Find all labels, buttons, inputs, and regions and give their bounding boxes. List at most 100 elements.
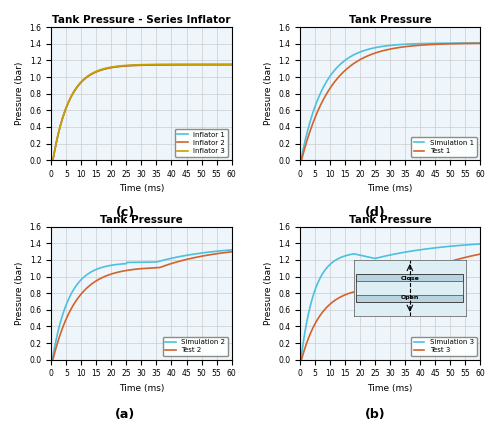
Simulation 3: [477, 241, 483, 246]
Test 1: [297, 158, 303, 163]
Inflator 1: [120, 63, 126, 68]
Line: Simulation 1: Simulation 1: [300, 43, 480, 160]
Test 3: [428, 266, 434, 271]
Test 2: [178, 258, 184, 263]
Inflator 2: [228, 62, 234, 67]
Legend: Simulation 3, Test 3: Simulation 3, Test 3: [411, 337, 476, 356]
Simulation 2: [107, 263, 113, 268]
Test 1: [318, 100, 324, 105]
Test 2: [162, 263, 168, 268]
Test 1: [477, 41, 483, 46]
Title: Tank Pressure: Tank Pressure: [348, 15, 432, 25]
Title: Tank Pressure: Tank Pressure: [348, 215, 432, 224]
Simulation 3: [428, 246, 434, 251]
Inflator 3: [48, 158, 54, 163]
Simulation 1: [410, 41, 416, 46]
Test 2: [180, 258, 186, 263]
Inflator 2: [120, 64, 126, 69]
Test 1: [427, 42, 433, 47]
Legend: Inflator 1, Inflator 2, Inflator 3: Inflator 1, Inflator 2, Inflator 3: [174, 129, 228, 157]
Simulation 1: [297, 158, 303, 163]
X-axis label: Time (ms): Time (ms): [119, 384, 164, 393]
Inflator 1: [162, 62, 168, 67]
Simulation 2: [228, 247, 234, 252]
Simulation 1: [368, 46, 374, 51]
Inflator 2: [107, 65, 113, 71]
Inflator 1: [178, 62, 184, 67]
Simulation 1: [356, 50, 362, 55]
Test 1: [428, 42, 434, 47]
X-axis label: Time (ms): Time (ms): [368, 184, 412, 193]
Y-axis label: Pressure (bar): Pressure (bar): [15, 62, 24, 125]
Text: (d): (d): [364, 206, 386, 219]
Line: Simulation 2: Simulation 2: [52, 250, 232, 360]
Test 2: [70, 303, 76, 308]
Simulation 2: [70, 288, 76, 293]
Test 3: [318, 311, 324, 316]
Simulation 3: [368, 255, 374, 260]
Inflator 1: [70, 91, 76, 96]
Line: Inflator 1: Inflator 1: [52, 65, 232, 160]
Inflator 3: [107, 65, 113, 70]
X-axis label: Time (ms): Time (ms): [119, 184, 164, 193]
Test 3: [410, 273, 416, 278]
Line: Simulation 3: Simulation 3: [300, 244, 480, 360]
Text: (c): (c): [116, 206, 134, 219]
Simulation 1: [427, 41, 433, 46]
Inflator 3: [180, 62, 186, 67]
Text: (b): (b): [364, 408, 386, 421]
Simulation 3: [410, 248, 416, 253]
Text: (a): (a): [115, 408, 135, 421]
Simulation 3: [356, 252, 362, 258]
Test 3: [477, 252, 483, 257]
Test 3: [297, 357, 303, 362]
X-axis label: Time (ms): Time (ms): [368, 384, 412, 393]
Inflator 3: [228, 62, 234, 67]
Line: Test 2: Test 2: [52, 252, 232, 360]
Inflator 1: [228, 62, 234, 67]
Test 2: [228, 249, 234, 254]
Simulation 1: [428, 41, 434, 46]
Line: Inflator 2: Inflator 2: [52, 65, 232, 160]
Simulation 1: [477, 40, 483, 45]
Test 2: [107, 272, 113, 277]
Inflator 2: [162, 62, 168, 68]
Test 3: [427, 266, 433, 271]
Y-axis label: Pressure (bar): Pressure (bar): [264, 62, 272, 125]
Simulation 2: [178, 254, 184, 259]
Y-axis label: Pressure (bar): Pressure (bar): [264, 261, 272, 325]
Y-axis label: Pressure (bar): Pressure (bar): [15, 261, 24, 325]
Test 1: [410, 43, 416, 48]
Legend: Simulation 2, Test 2: Simulation 2, Test 2: [162, 337, 228, 356]
Simulation 2: [120, 261, 126, 266]
Inflator 3: [162, 62, 168, 67]
Simulation 3: [318, 273, 324, 278]
Inflator 2: [48, 158, 54, 163]
Inflator 3: [70, 90, 76, 95]
Title: Tank Pressure - Series Inflator: Tank Pressure - Series Inflator: [52, 15, 231, 25]
Inflator 2: [70, 91, 76, 96]
Line: Test 3: Test 3: [300, 254, 480, 360]
Simulation 3: [427, 246, 433, 251]
Simulation 1: [318, 88, 324, 93]
Line: Test 1: Test 1: [300, 43, 480, 160]
Simulation 2: [180, 254, 186, 259]
Title: Tank Pressure: Tank Pressure: [100, 215, 183, 224]
Legend: Simulation 1, Test 1: Simulation 1, Test 1: [411, 137, 476, 157]
Test 1: [356, 58, 362, 63]
Test 2: [48, 357, 54, 362]
Inflator 2: [178, 62, 184, 68]
Simulation 3: [297, 357, 303, 362]
Test 1: [368, 52, 374, 57]
Inflator 1: [48, 158, 54, 163]
Simulation 2: [162, 257, 168, 262]
Test 3: [356, 288, 362, 293]
Inflator 1: [107, 65, 113, 70]
Simulation 2: [48, 357, 54, 362]
Inflator 1: [180, 62, 186, 67]
Inflator 3: [120, 63, 126, 68]
Inflator 3: [178, 62, 184, 67]
Test 3: [368, 287, 374, 292]
Test 2: [120, 269, 126, 274]
Line: Inflator 3: Inflator 3: [52, 64, 232, 160]
